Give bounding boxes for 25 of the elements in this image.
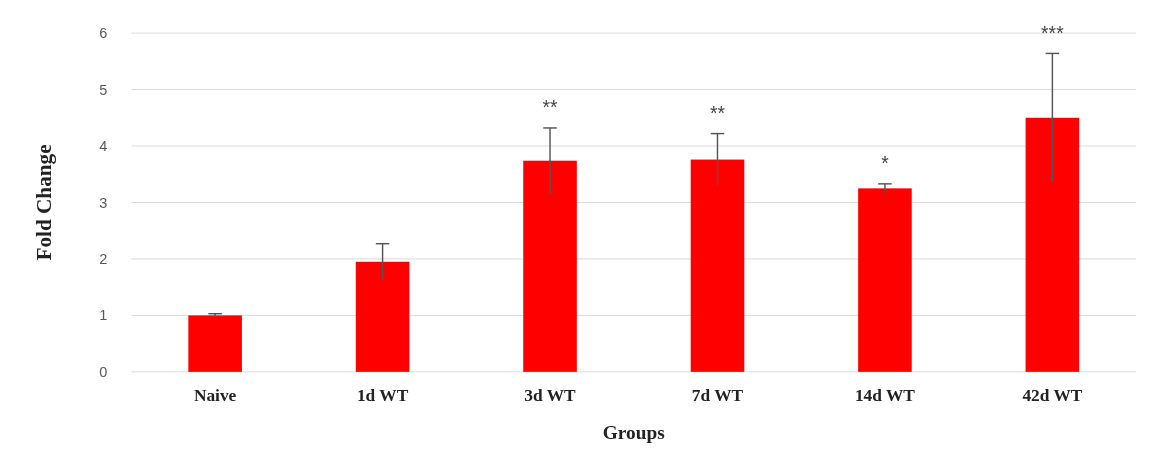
x-tick-label: 1d WT bbox=[356, 385, 409, 405]
y-tick-label: 1 bbox=[99, 307, 108, 324]
annotation: * bbox=[881, 153, 890, 175]
bar bbox=[858, 188, 912, 372]
y-tick-label: 4 bbox=[99, 138, 108, 155]
annotation: *** bbox=[1041, 22, 1065, 44]
bar bbox=[355, 261, 410, 372]
y-tick-label: 6 bbox=[99, 25, 108, 42]
x-tick-label: 3d WT bbox=[524, 385, 577, 405]
bar bbox=[188, 315, 242, 372]
x-tick-label: 7d WT bbox=[691, 385, 744, 405]
y-tick-label: 3 bbox=[99, 194, 108, 211]
y-axis-title: Fold Change bbox=[32, 144, 57, 261]
x-tick-label: 14d WT bbox=[854, 385, 916, 405]
y-tick-label: 2 bbox=[99, 251, 108, 267]
y-tick-label: 0 bbox=[99, 363, 108, 380]
bar bbox=[523, 160, 577, 372]
bar bbox=[690, 159, 745, 372]
x-tick-label: Naive bbox=[193, 385, 237, 405]
bar bbox=[1025, 117, 1080, 372]
x-tick-label: 42d WT bbox=[1022, 385, 1083, 405]
annotation: ** bbox=[542, 97, 559, 119]
x-axis-title: Groups bbox=[602, 422, 666, 444]
annotation: ** bbox=[709, 103, 726, 125]
y-tick-label: 5 bbox=[99, 81, 108, 98]
